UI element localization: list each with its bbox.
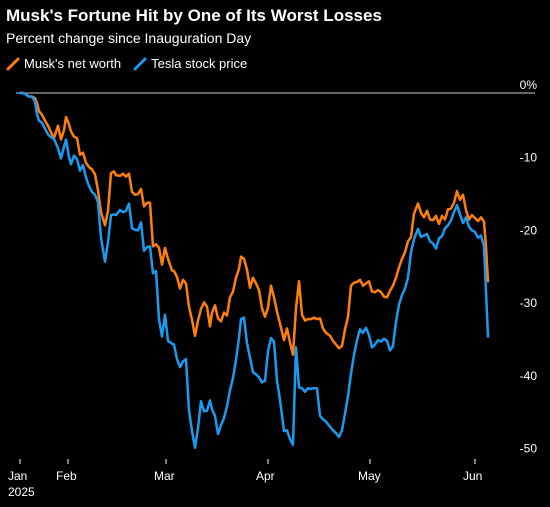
legend-swatch-net-worth-icon — [6, 57, 20, 70]
x-tick-label: 2025 — [8, 485, 35, 499]
chart-subtitle: Percent change since Inauguration Day — [6, 30, 252, 46]
x-tick-label: Apr — [256, 469, 275, 483]
legend-item-net-worth: Musk's net worth — [6, 56, 121, 71]
legend-label-tesla-stock: Tesla stock price — [151, 56, 248, 71]
plot-area: 0% -10 -20 -30 -40 -50 Jan 2025 Feb Mar Apr May Jun — [8, 78, 537, 499]
legend-item-tesla-stock: Tesla stock price — [133, 56, 247, 71]
legend: Musk's net worth Tesla stock price — [6, 56, 247, 71]
x-tick-label: Jan — [8, 469, 27, 483]
legend-label-net-worth: Musk's net worth — [24, 56, 122, 71]
y-tick-label: -30 — [520, 296, 538, 310]
y-tick-label: -50 — [520, 442, 538, 456]
series-line-tesla-stock — [18, 91, 490, 450]
x-tick-label: May — [358, 469, 381, 483]
x-tick-label: Mar — [154, 469, 175, 483]
y-tick-label: 0% — [520, 78, 538, 92]
y-tick-label: -40 — [520, 369, 538, 383]
x-tick-label: Jun — [463, 469, 482, 483]
y-tick-label: -20 — [520, 223, 538, 237]
series-line-net-worth — [18, 91, 490, 356]
y-tick-label: -10 — [520, 151, 538, 165]
x-tick-label: Feb — [56, 469, 77, 483]
chart-title: Musk's Fortune Hit by One of Its Worst L… — [6, 6, 382, 25]
legend-swatch-tesla-stock-icon — [133, 57, 147, 70]
